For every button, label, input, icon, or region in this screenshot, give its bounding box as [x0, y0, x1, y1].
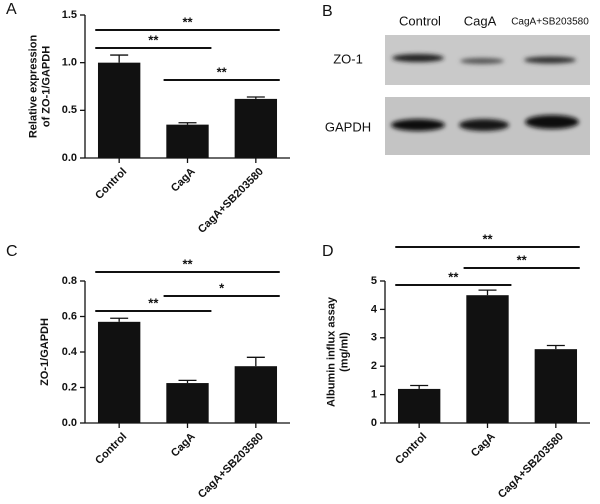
y-tick-label: 0.8	[62, 275, 77, 287]
significance-label: *	[219, 280, 225, 295]
x-tick-label: Control	[393, 431, 429, 467]
x-tick-label: CagA+SB203580	[196, 431, 266, 499]
panel-letter: D	[322, 243, 334, 260]
x-tick-label: CagA	[469, 431, 498, 460]
bar	[397, 388, 441, 423]
bar	[234, 366, 278, 423]
y-axis-label: of ZO-1/GAPDH	[40, 46, 52, 127]
significance-label: **	[482, 231, 493, 246]
y-tick-label: 1	[371, 389, 377, 401]
y-tick-label: 0	[371, 417, 377, 429]
bar	[166, 383, 209, 423]
significance-label: **	[182, 256, 193, 271]
lane-label: Control	[399, 13, 441, 28]
bar	[166, 124, 209, 158]
y-tick-label: 4	[371, 303, 378, 315]
lane-label: CagA	[464, 13, 497, 28]
y-tick-label: 2	[371, 360, 377, 372]
x-tick-label: CagA+SB203580	[196, 166, 266, 236]
lane-label: CagA+SB203580	[511, 17, 589, 28]
y-tick-label: 0.2	[62, 381, 77, 393]
row-label: ZO-1	[333, 51, 363, 66]
panel-letter: B	[322, 3, 333, 20]
y-tick-label: 0.5	[62, 104, 77, 116]
y-tick-label: 0.0	[62, 152, 77, 164]
y-tick-label: 5	[371, 275, 377, 287]
bar	[97, 62, 141, 158]
x-tick-label: Control	[93, 431, 129, 467]
x-tick-label: CagA	[169, 431, 198, 460]
significance-label: **	[182, 14, 193, 29]
row-label: GAPDH	[325, 119, 371, 134]
y-axis-label: (mg/ml)	[338, 332, 350, 372]
y-tick-label: 0.6	[62, 310, 77, 322]
bands	[391, 54, 579, 131]
x-tick-label: CagA	[169, 166, 198, 195]
panel-letter: A	[6, 1, 17, 18]
y-tick-label: 1.0	[62, 57, 77, 69]
bar	[234, 98, 278, 158]
y-tick-label: 1.5	[62, 9, 77, 21]
significance-label: **	[217, 64, 228, 79]
x-tick-label: Control	[93, 166, 129, 202]
x-tick-label: CagA+SB203580	[496, 431, 566, 499]
bar	[466, 295, 509, 423]
y-tick-label: 0.0	[62, 417, 77, 429]
significance-label: **	[148, 32, 159, 47]
y-axis-label: Albumin influx assay	[325, 296, 337, 407]
y-axis-label: Relative expression	[27, 35, 39, 139]
bar	[534, 349, 578, 423]
y-tick-label: 3	[371, 332, 377, 344]
significance-label: **	[448, 269, 459, 284]
y-tick-label: 0.4	[62, 346, 78, 358]
y-axis-label: ZO-1/GAPDH	[39, 318, 51, 386]
bar	[97, 321, 141, 423]
panel-letter: C	[6, 243, 18, 260]
significance-label: **	[148, 295, 159, 310]
significance-label: **	[517, 252, 528, 267]
